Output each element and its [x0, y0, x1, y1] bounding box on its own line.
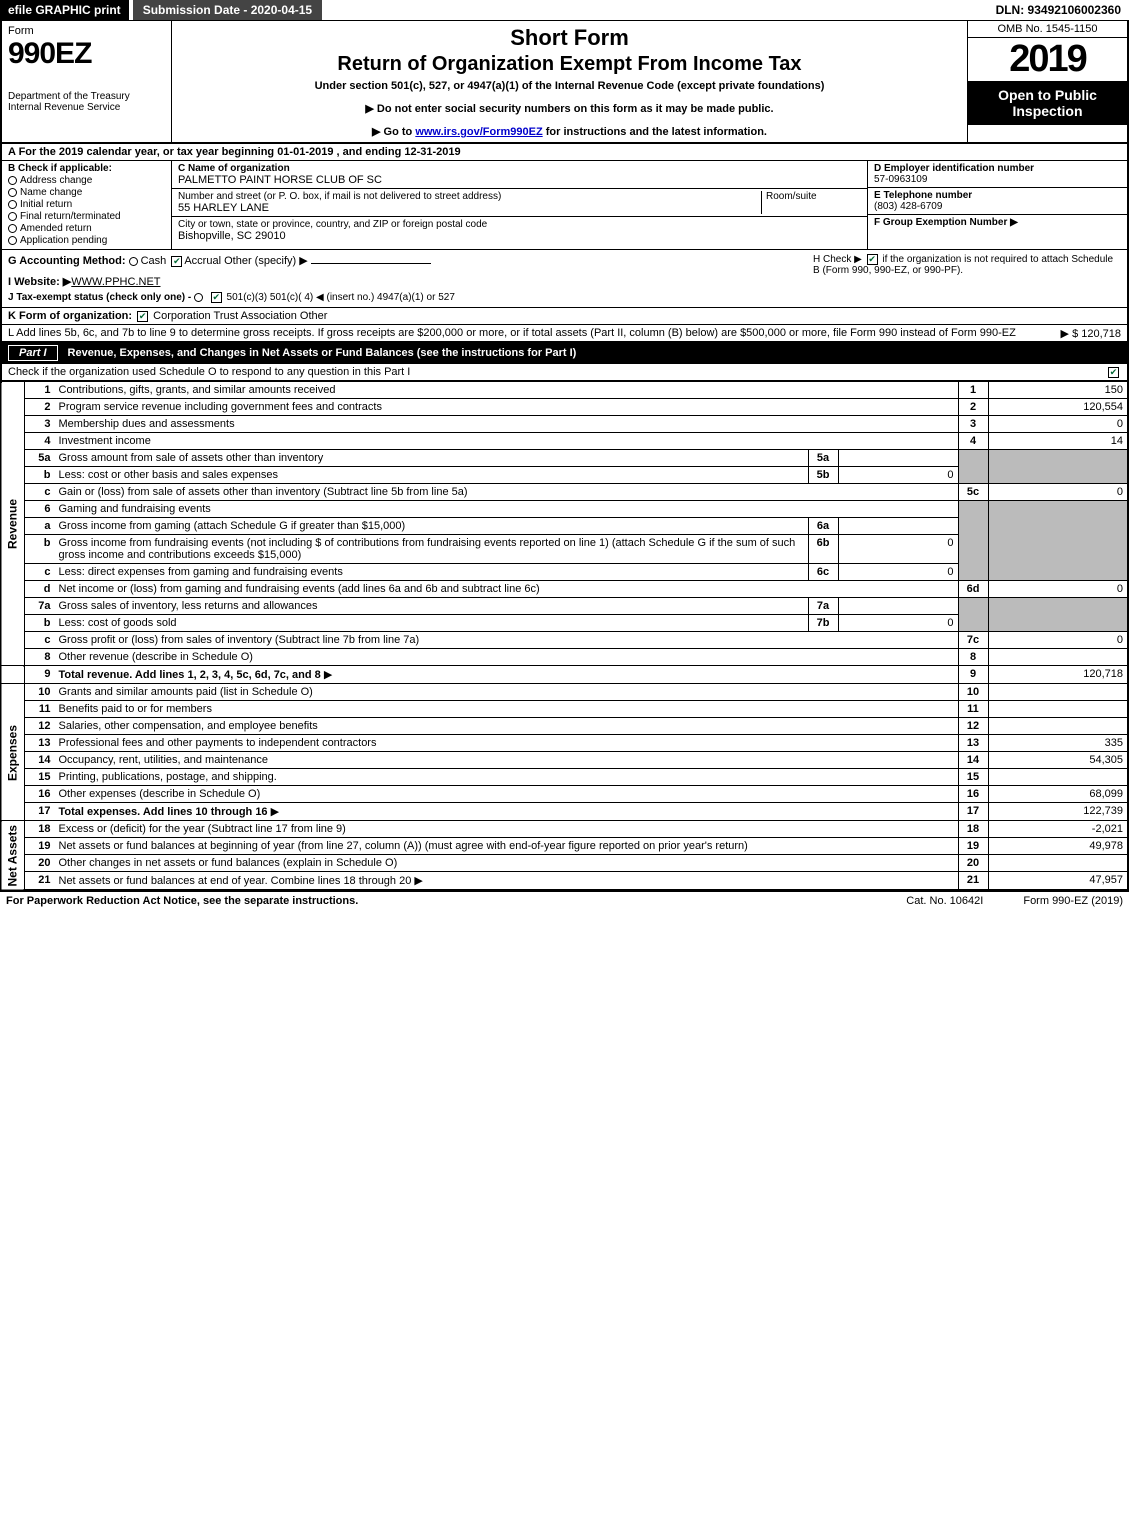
check-o-text: Check if the organization used Schedule … — [8, 366, 410, 378]
g-cash: Cash — [141, 255, 167, 267]
chk-amended[interactable]: Amended return — [8, 223, 165, 234]
chk-address[interactable]: Address change — [8, 175, 165, 186]
subtitle: Under section 501(c), 527, or 4947(a)(1)… — [180, 80, 959, 92]
short-form-title: Short Form — [180, 25, 959, 51]
j-opts: 501(c)(3) 501(c)( 4) ◀ (insert no.) 4947… — [227, 292, 455, 303]
revenue-table: Revenue 1Contributions, gifts, grants, a… — [0, 381, 1129, 891]
l-line: L Add lines 5b, 6c, and 7b to line 9 to … — [0, 325, 1129, 342]
dept-irs: Internal Revenue Service — [8, 102, 165, 113]
section-b: B Check if applicable: Address change Na… — [2, 161, 172, 249]
dln: DLN: 93492106002360 — [988, 0, 1129, 20]
header-left: Form 990EZ Department of the Treasury In… — [2, 21, 172, 142]
g-cash-radio[interactable] — [129, 257, 138, 266]
org-name: PALMETTO PAINT HORSE CLUB OF SC — [178, 174, 382, 186]
check-o[interactable] — [1108, 367, 1119, 378]
j-501c3[interactable] — [194, 293, 203, 302]
chk-name[interactable]: Name change — [8, 187, 165, 198]
g-accrual: Accrual — [184, 255, 221, 267]
d-label: D Employer identification number — [874, 163, 1034, 174]
paperwork-notice: For Paperwork Reduction Act Notice, see … — [6, 895, 358, 907]
k-label: K Form of organization: — [8, 310, 132, 322]
form-number: 990EZ — [8, 37, 165, 71]
f-label: F Group Exemption Number ▶ — [874, 217, 1018, 228]
tax-year: 2019 — [968, 38, 1127, 81]
l-amt: ▶ $ 120,718 — [1061, 327, 1121, 340]
efile-label[interactable]: efile GRAPHIC print — [0, 0, 129, 20]
h-check[interactable] — [867, 254, 878, 265]
g-h-box: G Accounting Method: Cash Accrual Other … — [0, 250, 1129, 308]
org-city: Bishopville, SC 29010 — [178, 230, 286, 242]
form-ref: Form 990-EZ (2019) — [1023, 895, 1123, 907]
chk-final[interactable]: Final return/terminated — [8, 211, 165, 222]
addr-label: Number and street (or P. O. box, if mail… — [178, 191, 501, 202]
dept-treasury: Department of the Treasury — [8, 91, 165, 102]
room-label: Room/suite — [761, 191, 861, 214]
expenses-side: Expenses — [1, 684, 25, 821]
instr-pre: ▶ Go to — [372, 126, 415, 138]
row-a: A For the 2019 calendar year, or tax yea… — [0, 144, 1129, 161]
omb-number: OMB No. 1545-1150 — [968, 21, 1127, 38]
irs-link[interactable]: www.irs.gov/Form990EZ — [415, 126, 542, 138]
g-accrual-check[interactable] — [171, 256, 182, 267]
instr-link: ▶ Go to www.irs.gov/Form990EZ for instru… — [180, 125, 959, 138]
header-right: OMB No. 1545-1150 2019 Open to Public In… — [967, 21, 1127, 142]
chk-initial[interactable]: Initial return — [8, 199, 165, 210]
part-1-header: Part I Revenue, Expenses, and Changes in… — [0, 342, 1129, 364]
j-501c[interactable] — [211, 292, 222, 303]
instr-ssn: ▶ Do not enter social security numbers o… — [180, 102, 959, 115]
h-box: H Check ▶ if the organization is not req… — [807, 250, 1127, 307]
section-d: D Employer identification number 57-0963… — [867, 161, 1127, 249]
instr-post: for instructions and the latest informat… — [543, 126, 767, 138]
form-header: Form 990EZ Department of the Treasury In… — [0, 20, 1129, 144]
cat-no: Cat. No. 10642I — [906, 895, 983, 907]
org-addr: 55 HARLEY LANE — [178, 202, 269, 214]
submission-date: Submission Date - 2020-04-15 — [133, 0, 322, 20]
k-corp[interactable] — [137, 311, 148, 322]
chk-pending[interactable]: Application pending — [8, 235, 165, 246]
entity-block: B Check if applicable: Address change Na… — [0, 161, 1129, 250]
j-label: J Tax-exempt status (check only one) - — [8, 292, 191, 303]
netassets-side: Net Assets — [1, 821, 25, 891]
k-line: K Form of organization: Corporation Trus… — [0, 308, 1129, 325]
g-left: G Accounting Method: Cash Accrual Other … — [2, 250, 807, 307]
header-center: Short Form Return of Organization Exempt… — [172, 21, 967, 142]
section-c: C Name of organization PALMETTO PAINT HO… — [172, 161, 867, 249]
revenue-side: Revenue — [1, 382, 25, 666]
g-other-input[interactable] — [311, 263, 431, 264]
g-label: G Accounting Method: — [8, 255, 126, 267]
return-title: Return of Organization Exempt From Incom… — [180, 53, 959, 76]
b-label: B Check if applicable: — [8, 163, 112, 174]
ein: 57-0963109 — [874, 174, 927, 185]
k-opts: Corporation Trust Association Other — [153, 310, 327, 322]
website[interactable]: WWW.PPHC.NET — [71, 276, 160, 288]
i-label: I Website: ▶ — [8, 276, 71, 288]
open-public: Open to Public Inspection — [968, 81, 1127, 125]
l-text: L Add lines 5b, 6c, and 7b to line 9 to … — [8, 327, 1016, 339]
part-1-title: Revenue, Expenses, and Changes in Net As… — [68, 347, 577, 359]
e-label: E Telephone number — [874, 190, 972, 201]
top-bar: efile GRAPHIC print Submission Date - 20… — [0, 0, 1129, 20]
part-1-check-line: Check if the organization used Schedule … — [0, 364, 1129, 381]
footer: For Paperwork Reduction Act Notice, see … — [0, 891, 1129, 910]
form-label: Form — [8, 25, 165, 37]
h-pre: H Check ▶ — [813, 254, 865, 265]
g-other: Other (specify) ▶ — [224, 255, 308, 267]
city-label: City or town, state or province, country… — [178, 219, 487, 230]
part-1-label: Part I — [8, 345, 58, 361]
phone: (803) 428-6709 — [874, 201, 942, 212]
c-label: C Name of organization — [178, 163, 290, 174]
